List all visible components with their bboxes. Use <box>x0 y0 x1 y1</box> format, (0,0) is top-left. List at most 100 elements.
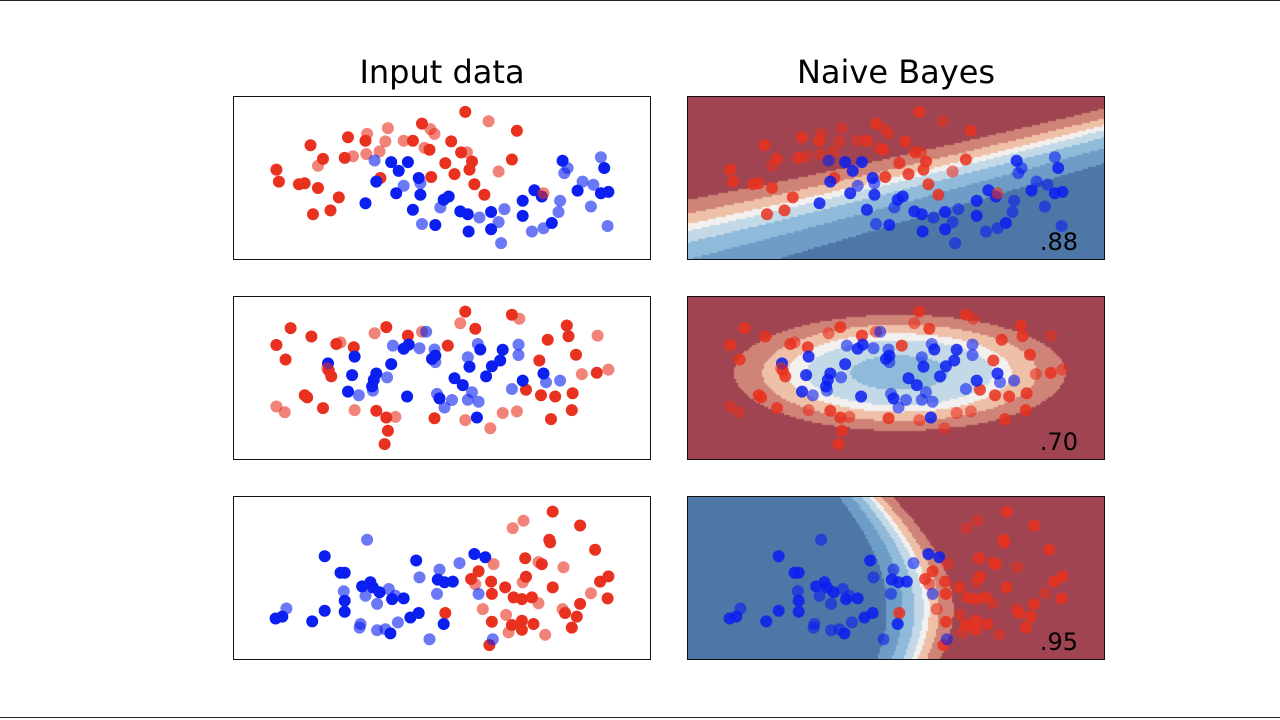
train-point-blue <box>939 360 952 373</box>
test-point-blue <box>1006 206 1019 218</box>
train-point-blue <box>485 360 498 373</box>
train-point-blue <box>318 604 331 617</box>
train-point-red <box>459 305 472 318</box>
test-point-blue <box>845 616 858 629</box>
accuracy-score: .88 <box>1039 228 1078 256</box>
train-point-blue <box>480 370 493 383</box>
train-point-red <box>835 424 848 437</box>
train-point-red <box>439 157 452 170</box>
test-point-red <box>1045 329 1058 342</box>
train-point-blue <box>385 156 398 169</box>
test-point-red <box>484 422 497 435</box>
test-point-red <box>822 327 835 340</box>
train-point-red <box>969 593 982 606</box>
train-point-blue <box>516 194 529 207</box>
test-point-red <box>835 122 848 135</box>
train-point-red <box>589 543 602 556</box>
train-point-red <box>758 139 771 152</box>
train-point-red <box>796 131 808 144</box>
test-point-blue <box>391 616 404 629</box>
train-point-red <box>893 157 906 170</box>
train-point-blue <box>883 219 896 231</box>
test-point-red <box>397 134 410 147</box>
train-point-blue <box>924 411 937 424</box>
train-point-red <box>752 177 765 190</box>
train-point-red <box>428 412 441 425</box>
test-point-red <box>537 187 550 200</box>
naive-bayes-panel-1: .88 <box>687 96 1105 260</box>
train-point-red <box>270 339 283 351</box>
train-point-red <box>324 204 337 217</box>
test-point-blue <box>926 587 939 600</box>
test-point-red <box>539 628 552 641</box>
test-point-blue <box>414 177 427 190</box>
train-point-red <box>590 366 603 379</box>
test-point-blue <box>352 389 365 402</box>
test-point-blue <box>552 206 565 218</box>
train-point-red <box>284 322 297 335</box>
test-point-blue <box>1055 220 1068 232</box>
test-point-blue <box>431 587 443 600</box>
train-point-blue <box>373 586 386 599</box>
test-point-red <box>991 187 1004 200</box>
train-point-red <box>546 505 559 518</box>
train-point-blue <box>306 615 319 628</box>
test-point-blue <box>1008 194 1021 207</box>
train-point-red <box>778 204 791 217</box>
test-point-blue <box>813 589 826 602</box>
test-point-blue <box>601 220 614 232</box>
train-point-red <box>913 105 926 118</box>
train-point-blue <box>390 187 403 200</box>
train-point-blue <box>902 372 915 385</box>
test-point-red <box>459 414 472 427</box>
test-point-red <box>418 141 431 154</box>
train-point-red <box>533 354 546 367</box>
train-point-red <box>515 623 528 636</box>
test-point-blue <box>594 151 607 164</box>
test-point-blue <box>1030 175 1043 188</box>
train-point-blue <box>800 369 813 382</box>
train-point-red <box>899 135 912 148</box>
test-point-blue <box>446 394 458 406</box>
test-point-red <box>532 556 545 569</box>
test-point-blue <box>433 563 446 576</box>
train-point-blue <box>970 209 983 222</box>
test-point-blue <box>822 154 835 167</box>
train-point-red <box>332 191 345 204</box>
test-point-blue <box>554 374 567 387</box>
train-point-red <box>520 383 532 396</box>
train-point-blue <box>571 184 584 197</box>
train-point-blue <box>855 390 868 403</box>
test-point-red <box>510 405 523 418</box>
train-point-red <box>771 402 783 415</box>
test-point-blue <box>888 201 901 214</box>
train-point-red <box>917 163 930 176</box>
train-point-red <box>370 404 383 417</box>
train-point-blue <box>463 360 476 373</box>
train-point-red <box>1044 366 1057 379</box>
train-point-red <box>939 615 952 628</box>
test-point-blue <box>915 393 928 406</box>
test-point-blue <box>991 222 1004 235</box>
train-point-red <box>834 411 847 424</box>
train-point-red <box>724 163 737 176</box>
train-point-red <box>560 319 573 332</box>
test-point-blue <box>959 383 972 395</box>
test-point-red <box>946 165 959 178</box>
naive-bayes-panel-2: .70 <box>687 296 1105 460</box>
train-point-red <box>855 329 868 342</box>
test-point-red <box>312 159 324 172</box>
test-point-red <box>923 578 936 591</box>
test-point-blue <box>1008 374 1021 387</box>
test-point-blue <box>1015 162 1028 174</box>
train-point-red <box>959 153 972 166</box>
test-point-red <box>532 597 545 610</box>
test-point-red <box>360 148 373 160</box>
test-point-blue <box>576 175 589 188</box>
test-point-blue <box>883 356 896 369</box>
test-point-red <box>389 410 402 423</box>
test-point-blue <box>429 356 442 369</box>
train-point-red <box>541 333 554 346</box>
test-point-red <box>802 404 815 417</box>
scatter-plot <box>724 305 1069 451</box>
